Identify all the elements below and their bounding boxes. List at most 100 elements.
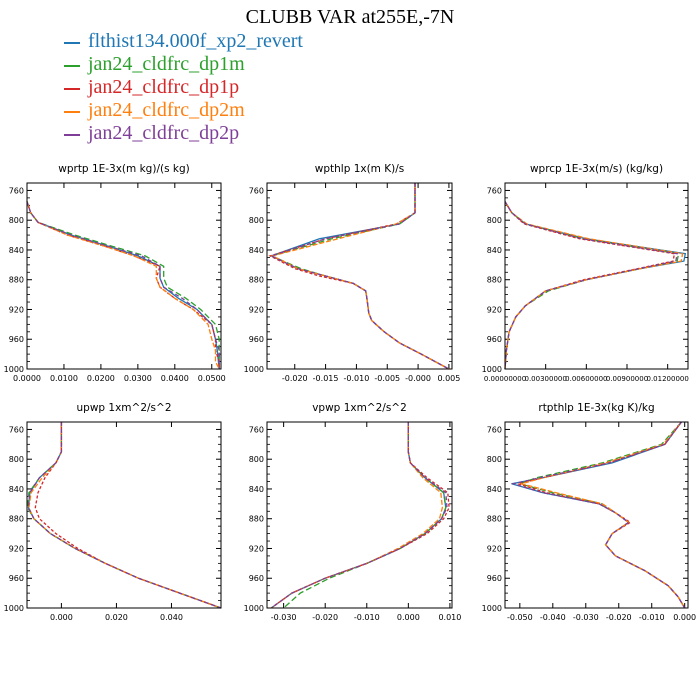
x-tick-label: 0.040 [160, 613, 183, 622]
y-tick-label: 840 [487, 246, 502, 255]
panel-title: wprcp 1E-3x(m/s) (kg/kg) [530, 163, 663, 175]
x-tick-label: -0.040 [540, 613, 566, 622]
y-tick-label: 920 [487, 305, 502, 314]
series-line [268, 183, 450, 370]
series-line [269, 183, 450, 370]
x-tick-label: 0.0200 [87, 374, 115, 383]
y-tick-label: 840 [487, 485, 502, 494]
panel: wpthlp 1x(m K)/s 760 800 840 880 920 960 1000 -0… [244, 163, 461, 383]
legend-item: jan24_cldfrc_dp2p [64, 122, 303, 145]
x-tick-label: 0.010 [438, 613, 461, 622]
y-tick-label: 960 [487, 574, 502, 583]
legend-swatch [64, 87, 80, 90]
x-tick-label: 0.00900000 [606, 375, 648, 383]
x-tick-label: 0.005 [437, 374, 460, 383]
panel: vpwp 1xm^2/s^2 760 800 840 880 920 960 1000 -0.0… [244, 402, 462, 622]
y-tick-label: 880 [487, 276, 502, 285]
series-line [28, 422, 222, 609]
series-line [504, 201, 684, 370]
panel-title: vpwp 1xm^2/s^2 [312, 402, 407, 414]
y-tick-label: 760 [487, 186, 502, 195]
x-tick-label: -0.050 [507, 613, 533, 622]
y-tick-label: 920 [9, 544, 24, 553]
x-tick-label: 0.01200000 [647, 375, 689, 383]
y-tick-label: 800 [9, 216, 24, 225]
x-tick-label: 0.000 [397, 613, 420, 622]
panel-title: wprtp 1E-3x(m kg)/(s kg) [58, 163, 189, 175]
y-tick-label: 960 [249, 335, 264, 344]
chart-title: CLUBB VAR at255E,-7N [245, 6, 455, 28]
x-tick-label: -0.010 [344, 374, 370, 383]
legend-item: jan24_cldfrc_dp2m [64, 99, 303, 122]
series-line [270, 422, 444, 609]
plot-frame [504, 421, 689, 609]
series-line [27, 422, 222, 609]
y-tick-label: 960 [487, 335, 502, 344]
x-tick-label: 0.00600000 [565, 375, 607, 383]
x-tick-label: -0.020 [312, 613, 338, 622]
y-tick-label: 920 [487, 544, 502, 553]
plot-frame [26, 421, 222, 609]
series-line [510, 421, 686, 609]
legend-label: jan24_cldfrc_dp2p [88, 122, 240, 144]
y-tick-label: 1000 [244, 604, 264, 613]
y-tick-label: 800 [249, 216, 264, 225]
panel: upwp 1xm^2/s^2 760 800 840 880 920 960 1000 0.00… [4, 402, 222, 622]
series-line [504, 201, 676, 370]
x-tick-label: -0.010 [639, 613, 665, 622]
series-line [270, 422, 448, 609]
x-tick-label: 0.0500 [198, 374, 226, 383]
panel-title: wpthlp 1x(m K)/s [315, 163, 405, 175]
x-tick-label: -0.000 [405, 374, 431, 383]
panel: wprtp 1E-3x(m kg)/(s kg) 760 800 840 880 920 9… [4, 163, 226, 383]
plot-frame [266, 182, 453, 370]
y-tick-label: 840 [249, 485, 264, 494]
legend-swatch [64, 110, 80, 113]
series-line [26, 201, 220, 370]
x-tick-label: -0.020 [282, 374, 308, 383]
legend-label: jan24_cldfrc_dp1m [88, 53, 245, 75]
series-line [270, 422, 450, 609]
series-line [269, 183, 450, 370]
legend-swatch [64, 133, 80, 136]
x-tick-label: 0.00000000 [484, 375, 526, 383]
panel-title: upwp 1xm^2/s^2 [77, 402, 172, 414]
y-tick-label: 920 [249, 544, 264, 553]
series-line [26, 201, 220, 369]
series-line [283, 422, 447, 609]
x-tick-label: -0.030 [573, 613, 599, 622]
y-tick-label: 880 [487, 515, 502, 524]
y-tick-label: 880 [9, 515, 24, 524]
series-line [270, 422, 447, 609]
y-tick-label: 800 [487, 455, 502, 464]
x-tick-label: -0.010 [354, 613, 380, 622]
y-tick-label: 760 [9, 425, 24, 434]
x-tick-label: -0.005 [374, 374, 400, 383]
y-tick-label: 920 [9, 305, 24, 314]
y-tick-label: 880 [9, 276, 24, 285]
plot-frame [504, 182, 689, 370]
x-tick-label: 0.0300 [124, 374, 152, 383]
series-line [26, 201, 220, 370]
x-tick-label: 0.000 [673, 613, 696, 622]
legend-swatch [64, 41, 80, 44]
x-tick-label: 0.0100 [50, 374, 78, 383]
panel-title: rtpthlp 1E-3x(kg K)/kg [538, 402, 654, 414]
y-tick-label: 920 [249, 305, 264, 314]
x-tick-label: -0.020 [606, 613, 632, 622]
y-tick-label: 880 [249, 515, 264, 524]
legend-item: flthist134.000f_xp2_revert [64, 30, 303, 53]
y-tick-label: 960 [249, 574, 264, 583]
series-line [27, 422, 222, 609]
series-line [504, 201, 680, 370]
series-line [26, 201, 220, 369]
y-tick-label: 760 [249, 186, 264, 195]
x-tick-label: 0.00300000 [525, 375, 567, 383]
y-tick-label: 960 [9, 574, 24, 583]
legend-label: flthist134.000f_xp2_revert [88, 30, 303, 52]
y-tick-label: 1000 [482, 604, 502, 613]
y-tick-label: 960 [9, 335, 24, 344]
y-tick-label: 800 [9, 455, 24, 464]
y-tick-label: 760 [9, 186, 24, 195]
